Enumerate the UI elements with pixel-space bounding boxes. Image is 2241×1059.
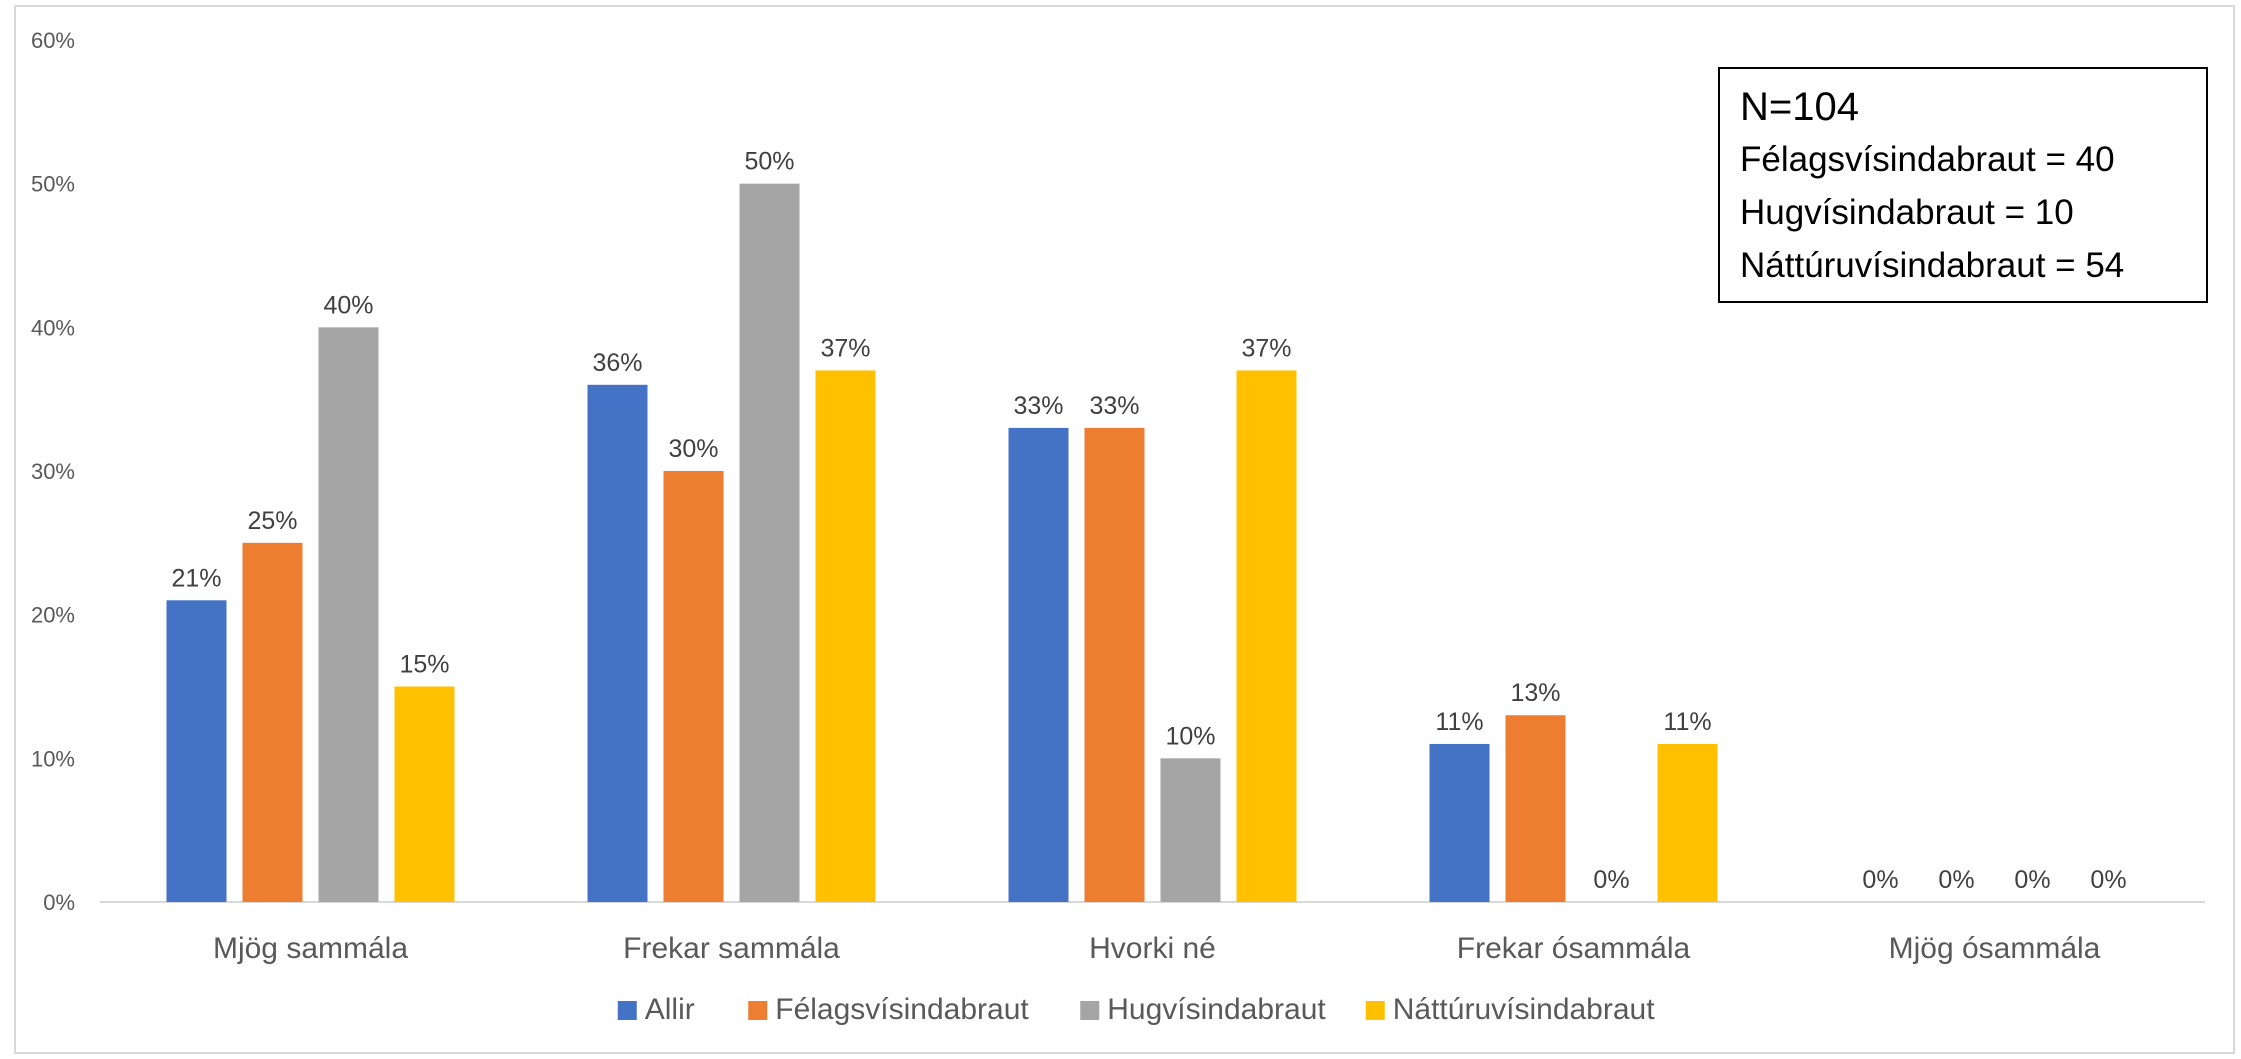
legend: Allir Félagsvísindabraut Hugvísindabraut Ná… xyxy=(617,993,1655,1026)
data-label: 21% xyxy=(171,564,221,592)
x-tick-label: Hvorki né xyxy=(1089,932,1216,965)
sample-size-line: Hugvísindabraut = 10 xyxy=(1740,193,2074,232)
y-axis: 0% 10% 20% 30% 40% 50% 60% xyxy=(31,28,75,915)
legend-label: Félagsvísindabraut xyxy=(775,993,1029,1026)
bar xyxy=(815,370,876,902)
data-label: 13% xyxy=(1510,679,1560,707)
data-label: 40% xyxy=(323,291,373,319)
bar xyxy=(394,686,455,902)
x-tick-label: Frekar sammála xyxy=(623,932,840,965)
bar xyxy=(1008,427,1069,902)
bar xyxy=(166,600,227,902)
data-label: 36% xyxy=(592,349,642,377)
data-label: 25% xyxy=(247,507,297,535)
bar xyxy=(1084,427,1145,902)
data-label: 10% xyxy=(1165,722,1215,750)
bar xyxy=(1160,758,1221,902)
sample-size-box: N=104 Félagsvísindabraut = 40 Hugvísinda… xyxy=(1718,67,2208,303)
y-tick-label: 50% xyxy=(31,172,75,197)
data-label: 11% xyxy=(1663,708,1711,736)
bar xyxy=(1236,370,1297,902)
legend-swatch xyxy=(617,1001,637,1020)
x-tick-label: Mjög ósammála xyxy=(1889,932,2101,965)
data-label: 0% xyxy=(1938,866,1974,894)
bars xyxy=(166,183,1718,902)
data-label: 15% xyxy=(399,651,449,679)
bar xyxy=(1657,743,1718,902)
y-tick-label: 10% xyxy=(31,746,75,771)
bar xyxy=(587,384,648,902)
legend-label: Allir xyxy=(645,993,695,1026)
y-tick-label: 20% xyxy=(31,603,75,628)
data-label: 0% xyxy=(2014,866,2050,894)
sample-size-total: N=104 xyxy=(1740,85,1859,129)
data-label: 33% xyxy=(1013,392,1063,420)
bar xyxy=(739,183,800,902)
y-tick-label: 40% xyxy=(31,315,75,340)
sample-size-line: Náttúruvísindabraut = 54 xyxy=(1740,246,2125,285)
bar xyxy=(663,471,724,902)
bar xyxy=(318,327,379,902)
y-tick-label: 30% xyxy=(31,459,75,484)
y-tick-label: 60% xyxy=(31,28,75,53)
data-label: 33% xyxy=(1089,392,1139,420)
data-label: 30% xyxy=(668,435,718,463)
legend-swatch xyxy=(1365,1001,1385,1020)
data-label: 37% xyxy=(1241,334,1291,362)
data-label: 0% xyxy=(1862,866,1898,894)
data-label: 50% xyxy=(744,148,794,176)
legend-swatch xyxy=(748,1001,768,1020)
y-tick-label: 0% xyxy=(43,890,75,915)
data-labels: 21% 25% 40% 15% 36% 30% 50% 37% 33% 33% 10% 37% 11% 1… xyxy=(171,148,2126,894)
legend-label: Náttúruvísindabraut xyxy=(1393,993,1655,1026)
x-axis: Mjög sammála Frekar sammála Hvorki né Freka… xyxy=(213,932,2101,965)
bar xyxy=(242,542,303,902)
data-label: 37% xyxy=(820,334,870,362)
data-label: 11% xyxy=(1435,708,1483,736)
legend-swatch xyxy=(1080,1001,1100,1020)
data-label: 0% xyxy=(2090,866,2126,894)
x-tick-label: Mjög sammála xyxy=(213,932,408,965)
bar xyxy=(1505,715,1566,902)
legend-label: Hugvísindabraut xyxy=(1107,993,1326,1026)
x-tick-label: Frekar ósammála xyxy=(1457,932,1691,965)
bar xyxy=(1429,743,1490,902)
sample-size-line: Félagsvísindabraut = 40 xyxy=(1740,140,2115,179)
data-label: 0% xyxy=(1593,866,1629,894)
